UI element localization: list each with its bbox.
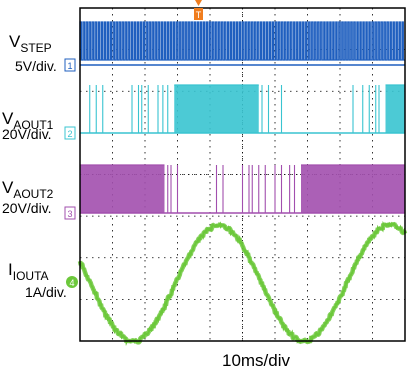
iouta-label-sub: IOUTA xyxy=(13,269,49,283)
vstep-label: VSTEP 5V/div. xyxy=(9,32,57,74)
vstep-trace xyxy=(79,21,405,66)
vaout2-label: VAOUT2 20V/div. xyxy=(2,178,54,216)
vstep-label-sub: STEP xyxy=(20,41,51,55)
vaout1-scale: 20V/div. xyxy=(2,126,52,142)
svg-text:VSTEP: VSTEP xyxy=(9,32,52,55)
trigger-marker: T xyxy=(194,0,203,20)
iouta-label-base: I xyxy=(8,260,13,279)
vaout1-burst xyxy=(385,85,405,133)
vaout1-label-base: V xyxy=(2,109,14,128)
ch1-marker-text: 1 xyxy=(67,61,72,71)
time-scale-label: 10ms/div xyxy=(222,351,291,370)
svg-text:VAOUT2: VAOUT2 xyxy=(2,178,54,201)
vaout2-trace xyxy=(80,164,405,214)
vaout1-trace xyxy=(80,84,405,134)
ch2-marker: 2 xyxy=(64,126,76,140)
vaout2-label-sub: AOUT2 xyxy=(13,187,53,201)
vaout2-scale: 20V/div. xyxy=(2,200,52,216)
vaout2-label-base: V xyxy=(2,178,14,197)
svg-text:VAOUT1: VAOUT1 xyxy=(2,109,54,132)
vaout1-burst xyxy=(174,85,259,133)
ch4-marker: 4 xyxy=(66,276,78,288)
vstep-pulse-train xyxy=(79,21,405,61)
ch1-marker: 1 xyxy=(64,58,76,72)
grid xyxy=(80,8,405,341)
trigger-label: T xyxy=(196,10,202,20)
ch2-marker-text: 2 xyxy=(67,129,72,139)
iouta-label: IIOUTA 1A/div. xyxy=(8,260,67,300)
ch3-marker: 3 xyxy=(64,206,76,220)
vstep-scale: 5V/div. xyxy=(15,58,57,74)
ch3-marker-text: 3 xyxy=(67,209,72,219)
vstep-label-base: V xyxy=(9,32,21,51)
vaout2-burst xyxy=(301,165,405,213)
vaout2-burst xyxy=(80,165,165,213)
iouta-scale: 1A/div. xyxy=(25,284,67,300)
vaout1-label-sub: AOUT1 xyxy=(13,118,53,132)
ch4-marker-text: 4 xyxy=(69,278,74,288)
vaout1-label: VAOUT1 20V/div. xyxy=(2,109,54,142)
svg-text:IIOUTA: IIOUTA xyxy=(8,260,49,283)
plot-frame xyxy=(79,7,406,342)
